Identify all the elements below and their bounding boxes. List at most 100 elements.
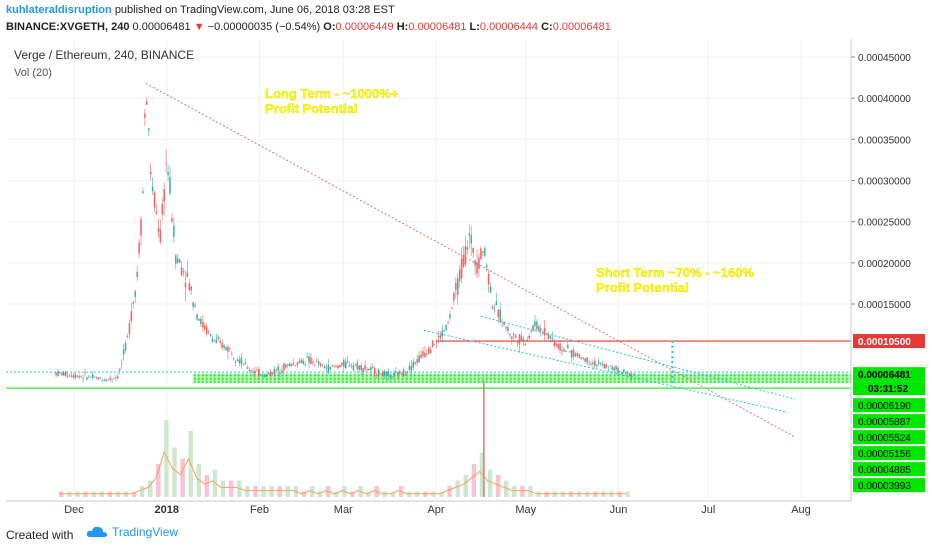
candle-body: [157, 228, 160, 232]
candle-body: [626, 372, 629, 373]
candle-body: [356, 362, 359, 370]
candle-body: [584, 358, 586, 362]
candle-body: [232, 358, 235, 360]
candle-body: [62, 372, 65, 376]
candle-body: [632, 373, 635, 375]
candle-body: [169, 176, 171, 194]
candle-body: [404, 374, 407, 376]
candle-body: [472, 248, 474, 253]
candle-body: [451, 308, 453, 310]
candle-body: [623, 369, 625, 372]
y-tick-label: 0.00015000: [858, 300, 911, 311]
last-price-tag-bg: [853, 367, 925, 382]
candle-body: [240, 357, 243, 365]
candle-body: [547, 334, 550, 339]
volume-bar: [625, 491, 630, 497]
candle-body: [95, 377, 98, 379]
candle-body: [458, 269, 461, 281]
candle-body: [124, 342, 127, 351]
candle-body: [528, 335, 530, 339]
candle-body: [551, 338, 554, 340]
y-tick-label: 0.00035000: [858, 135, 911, 146]
candle-body: [447, 322, 449, 324]
chart-panel[interactable]: Dec 2018 Feb Mar Apr May Jun Jul Aug 0.00045000 0.…: [6, 39, 925, 519]
candle-body: [400, 373, 403, 375]
candle-body: [476, 262, 478, 274]
y-tick-label: 0.00030000: [858, 177, 911, 188]
candle-body: [466, 247, 469, 250]
candle-body: [147, 128, 150, 131]
candle-body: [601, 363, 604, 366]
volume-bar: [269, 486, 274, 497]
published-text: published on TradingView.com, June 06, 2…: [114, 4, 395, 16]
candle-body: [103, 380, 106, 382]
candle-body: [406, 372, 409, 374]
candle-body: [387, 371, 390, 377]
candle-body: [317, 361, 320, 365]
candle-body: [271, 372, 274, 375]
tradingview-brand-link[interactable]: TradingView: [86, 525, 178, 539]
candle-body: [385, 371, 388, 375]
y-tick-label: 0.00025000: [858, 218, 911, 229]
volume-bar: [487, 469, 493, 497]
chart-header: kuhlateraldisruption published on Tradin…: [0, 0, 932, 38]
candle-body: [594, 360, 596, 366]
candle-body: [180, 267, 183, 276]
candle-body: [366, 369, 368, 371]
candle-body: [605, 365, 608, 368]
candle-body: [59, 372, 61, 374]
candle-body: [203, 325, 206, 330]
candle-body: [398, 371, 401, 374]
candle-body: [354, 364, 357, 366]
candle-body: [370, 367, 372, 371]
candle-body: [402, 369, 405, 377]
volume-bar: [261, 486, 266, 497]
candle-body: [306, 357, 308, 358]
volume-bar: [495, 475, 501, 497]
support-price-tag: 0.00005887: [858, 417, 911, 428]
candle-body: [300, 359, 303, 364]
candle-body: [273, 369, 276, 374]
candle-body: [393, 372, 395, 377]
candle-body: [621, 372, 623, 374]
candle-body: [283, 363, 285, 371]
candle-body: [292, 363, 295, 365]
high-label: H:: [396, 21, 409, 33]
candle-body: [217, 336, 220, 339]
candle-body: [538, 326, 540, 332]
volume-bar: [204, 475, 210, 497]
volume-bar: [139, 486, 145, 497]
publish-line: kuhlateraldisruption published on Tradin…: [6, 4, 395, 16]
candle-body: [549, 336, 552, 339]
candle-body: [153, 192, 156, 208]
candle-body: [254, 370, 256, 374]
volume-indicator-label: Vol (20): [14, 67, 52, 79]
support-price-tag: 0.00005156: [858, 449, 911, 460]
candle-body: [342, 360, 345, 367]
volume-bar: [172, 447, 177, 497]
candle-body: [530, 330, 532, 332]
candle-body: [337, 365, 339, 369]
candle-body: [55, 372, 57, 376]
candle-body: [565, 350, 567, 352]
candle-body: [456, 278, 459, 295]
candle-body: [182, 271, 185, 273]
volume-bar: [301, 491, 307, 497]
author-link[interactable]: kuhlateraldisruption: [6, 4, 112, 16]
candle-body: [259, 374, 262, 376]
candle-body: [483, 248, 486, 256]
candle-body: [522, 338, 525, 342]
candle-body: [489, 286, 492, 293]
candle-body: [138, 242, 140, 254]
candle-body: [176, 258, 179, 263]
candle-body: [379, 373, 382, 375]
candle-body: [507, 327, 509, 332]
candle-body: [134, 291, 137, 297]
candle-body: [256, 369, 258, 371]
price-chart[interactable]: Dec 2018 Feb Mar Apr May Jun Jul Aug 0.00045000 0.…: [6, 39, 925, 519]
candle-body: [524, 344, 527, 345]
low-label: L:: [469, 21, 480, 33]
candle-body: [335, 365, 337, 367]
candle-body: [312, 361, 314, 364]
candle-body: [545, 333, 548, 335]
